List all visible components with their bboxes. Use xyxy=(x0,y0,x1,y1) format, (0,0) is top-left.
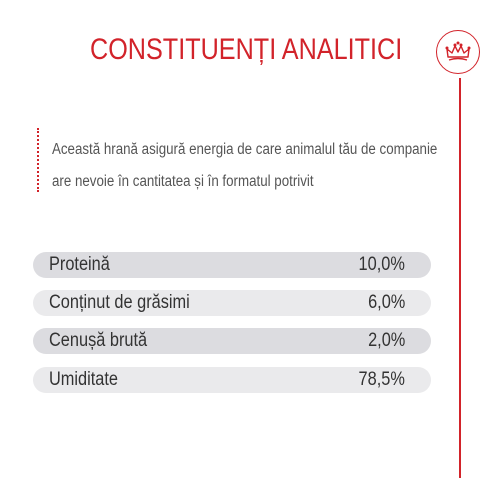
constituent-row-protein: Proteină 10,0% xyxy=(33,252,431,278)
description-line-2: are nevoie în cantitatea și în formatul … xyxy=(52,173,314,190)
constituent-value: 10,0% xyxy=(358,254,405,275)
constituent-label: Umiditate xyxy=(49,369,119,390)
constituent-label: Conținut de grăsimi xyxy=(49,292,190,313)
brand-badge xyxy=(436,30,480,74)
constituent-label: Cenușă brută xyxy=(49,330,148,351)
constituent-row-ash: Cenușă brută 2,0% xyxy=(33,328,431,354)
crown-icon xyxy=(445,41,471,61)
constituent-value: 78,5% xyxy=(358,369,405,390)
page-title: CONSTITUENȚI ANALITICI xyxy=(90,33,403,66)
description-line-1: Această hrană asigură energia de care an… xyxy=(52,141,438,158)
constituent-value: 6,0% xyxy=(367,292,405,313)
constituent-label: Proteină xyxy=(49,254,110,275)
decorative-dotted-line xyxy=(37,128,39,192)
constituent-value: 2,0% xyxy=(367,330,405,351)
constituent-row-fat: Conținut de grăsimi 6,0% xyxy=(33,290,431,316)
constituent-row-moisture: Umiditate 78,5% xyxy=(33,367,431,393)
brand-divider-line xyxy=(459,78,461,478)
description-text: Această hrană asigură energia de care an… xyxy=(52,134,438,198)
